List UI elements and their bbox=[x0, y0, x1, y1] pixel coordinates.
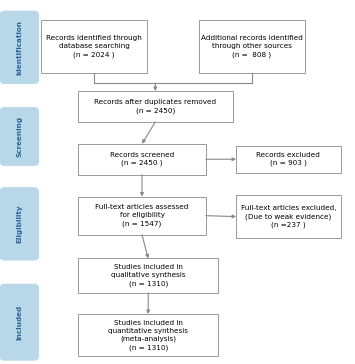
Text: Included: Included bbox=[16, 305, 22, 340]
FancyBboxPatch shape bbox=[78, 314, 218, 356]
FancyBboxPatch shape bbox=[41, 20, 147, 73]
Text: Full-text articles assessed
for eligibility
(n = 1547): Full-text articles assessed for eligibil… bbox=[95, 205, 189, 227]
FancyBboxPatch shape bbox=[0, 188, 39, 260]
Text: Records identified through
database searching
(n = 2024 ): Records identified through database sear… bbox=[46, 35, 142, 58]
FancyBboxPatch shape bbox=[0, 284, 39, 360]
FancyBboxPatch shape bbox=[236, 195, 341, 238]
Text: Studies included in
qualitative synthesis
(n = 1310): Studies included in qualitative synthesi… bbox=[111, 265, 186, 287]
Text: Identification: Identification bbox=[16, 20, 22, 75]
Text: Studies included in
quantitative synthesis
(meta-analysis)
(n = 1310): Studies included in quantitative synthes… bbox=[108, 320, 188, 351]
Text: Records excluded
(n = 903 ): Records excluded (n = 903 ) bbox=[257, 152, 320, 166]
FancyBboxPatch shape bbox=[78, 258, 218, 293]
FancyBboxPatch shape bbox=[0, 11, 39, 83]
Text: Records after duplicates removed
(n = 2450): Records after duplicates removed (n = 24… bbox=[94, 99, 217, 114]
FancyBboxPatch shape bbox=[0, 108, 39, 165]
Text: Screening: Screening bbox=[16, 116, 22, 157]
Text: Records screened
(n = 2450 ): Records screened (n = 2450 ) bbox=[110, 152, 174, 166]
FancyBboxPatch shape bbox=[78, 197, 206, 235]
Text: Full-text articles excluded,
(Due to weak evidence)
(n =237 ): Full-text articles excluded, (Due to wea… bbox=[241, 205, 336, 228]
FancyBboxPatch shape bbox=[236, 146, 341, 173]
FancyBboxPatch shape bbox=[78, 144, 206, 175]
Text: Additional records identified
through other sources
(n =  808 ): Additional records identified through ot… bbox=[201, 35, 303, 58]
FancyBboxPatch shape bbox=[78, 91, 233, 122]
FancyBboxPatch shape bbox=[199, 20, 305, 73]
Text: Eligibility: Eligibility bbox=[16, 205, 22, 243]
